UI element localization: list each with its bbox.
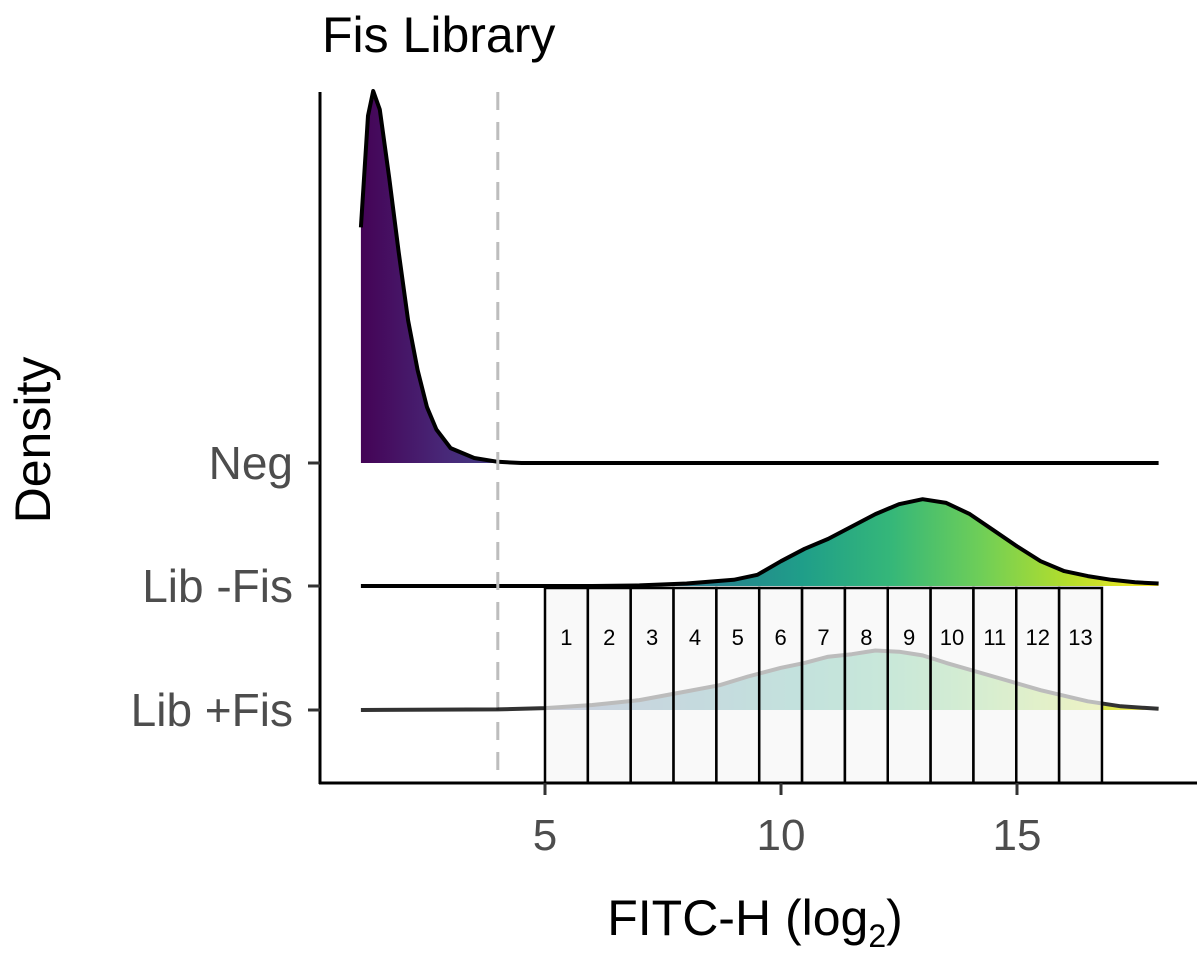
sort-bin-label: 9 [903, 625, 915, 650]
density-line-neg [358, 89, 1159, 465]
density-line-lib-fis [360, 497, 1159, 588]
x-tick-label: 15 [993, 811, 1042, 860]
sort-bin-label: 12 [1025, 625, 1049, 650]
sort-bin-7 [800, 586, 847, 785]
sort-bin-label: 2 [603, 625, 615, 650]
sort-bin-label: 4 [689, 625, 701, 650]
sort-bin-2 [586, 586, 632, 785]
sort-bin-label: 5 [732, 625, 744, 650]
sort-bin-10 [929, 586, 975, 785]
sort-bin-label: 7 [817, 625, 829, 650]
sort-bin-1 [543, 586, 590, 785]
y-tick-label: Lib -Fis [142, 560, 293, 612]
density-area-neg [360, 91, 1159, 463]
sort-bin-label: 6 [775, 625, 787, 650]
x-tick-label: 10 [757, 811, 806, 860]
sort-bin-4 [672, 586, 718, 785]
sort-bin-13 [1057, 586, 1104, 785]
sort-bin-3 [629, 586, 675, 785]
density-area-lib-fis [360, 499, 1159, 586]
x-axis-title: FITC-H (log2) [607, 890, 903, 954]
sort-bin-8 [843, 586, 889, 785]
sort-bin-6 [757, 586, 804, 785]
sort-bin-label: 11 [983, 625, 1006, 650]
y-axis-title: Density [5, 357, 61, 524]
sort-bin-label: 10 [940, 625, 964, 650]
sort-bin-label: 13 [1068, 625, 1092, 650]
sort-bin-label: 3 [646, 625, 658, 650]
sort-bin-label: 8 [860, 625, 872, 650]
sort-bin-11 [972, 586, 1018, 785]
sort-bin-12 [1015, 586, 1061, 785]
y-tick-label: Lib +Fis [131, 684, 293, 736]
sort-bin-9 [886, 586, 932, 785]
chart-title: Fis Library [322, 7, 555, 63]
sort-bin-5 [715, 586, 761, 785]
x-tick-label: 5 [533, 811, 557, 860]
sort-bin-label: 1 [560, 625, 572, 650]
y-tick-label: Neg [209, 437, 293, 489]
